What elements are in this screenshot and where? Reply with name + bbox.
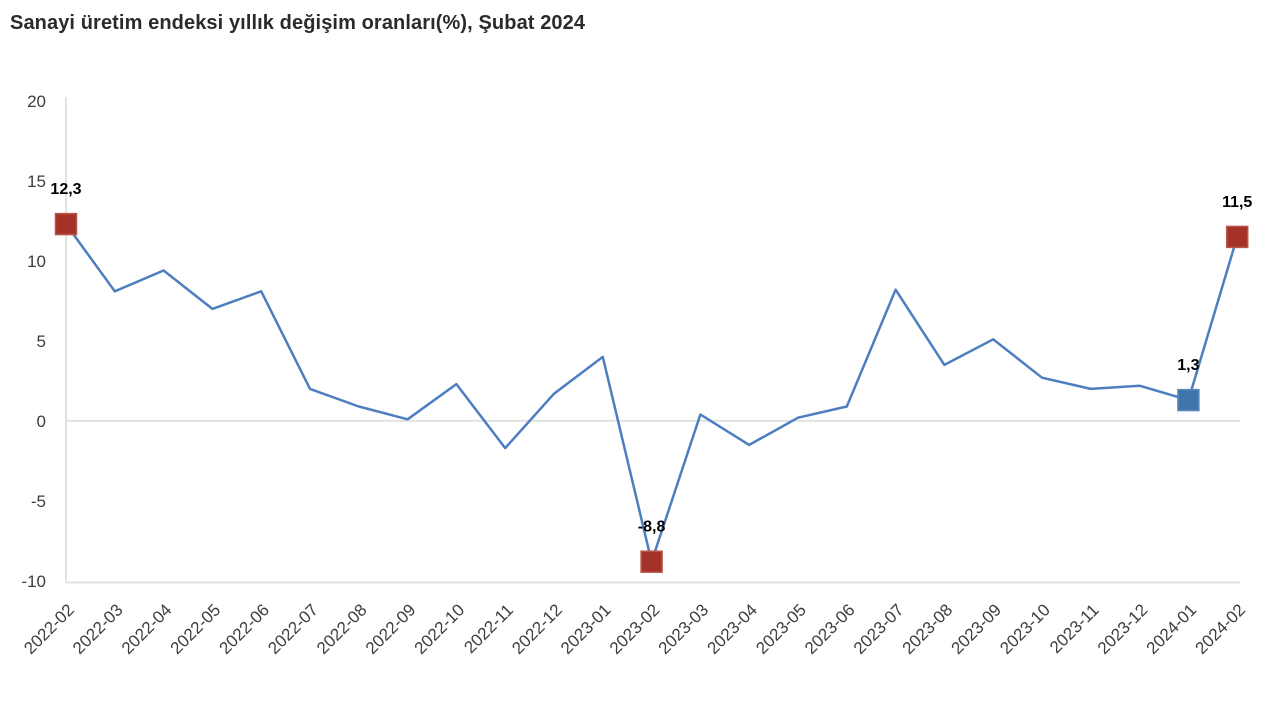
y-axis-tick-label: -10	[21, 572, 46, 591]
x-axis-tick-label: 2022-05	[167, 600, 225, 658]
data-point-marker	[1177, 388, 1200, 412]
y-axis-tick-label: -5	[31, 492, 46, 511]
data-point-label: -8,8	[638, 519, 666, 536]
y-axis-tick-label: 0	[37, 412, 46, 431]
y-axis-tick-label: 5	[37, 332, 46, 351]
x-axis-tick-label: 2023-03	[655, 600, 713, 658]
y-axis-tick-label: 20	[27, 92, 46, 111]
x-axis-tick-label: 2022-12	[508, 600, 566, 658]
x-axis-tick-label: 2022-10	[411, 600, 469, 658]
y-axis-tick-label: 15	[27, 172, 46, 191]
chart-title: Sanayi üretim endeksi yıllık değişim ora…	[10, 12, 586, 34]
x-axis-tick-label: 2023-05	[752, 600, 810, 658]
data-point-label: 12,3	[50, 181, 81, 198]
data-point-label: 1,3	[1177, 357, 1199, 374]
x-axis-tick-label: 2023-09	[947, 600, 1005, 658]
data-point-marker	[1225, 225, 1249, 249]
x-axis-tick-label: 2024-01	[1143, 600, 1201, 658]
x-axis-tick-label: 2023-02	[606, 600, 664, 658]
data-point-label: 11,5	[1222, 194, 1252, 211]
x-axis-tick-label: 2022-03	[69, 600, 127, 658]
y-axis-tick-label: 10	[27, 252, 46, 271]
data-point-marker	[54, 212, 78, 236]
x-axis-tick-label: 2022-06	[215, 600, 273, 658]
x-axis-tick-label: 2023-06	[801, 600, 859, 658]
x-axis-tick-label: 2023-01	[557, 600, 615, 658]
data-point-marker	[640, 550, 663, 573]
x-axis-tick-label: 2022-02	[20, 600, 78, 658]
x-axis-tick-label: 2024-02	[1191, 600, 1249, 658]
x-axis-tick-label: 2022-04	[118, 600, 176, 658]
x-axis-tick-label: 2022-09	[362, 600, 420, 658]
x-axis-tick-label: 2023-08	[899, 600, 957, 658]
x-axis-tick-label: 2022-07	[264, 600, 322, 658]
x-axis-tick-label: 2023-04	[703, 600, 761, 658]
x-axis-tick-label: 2022-11	[460, 600, 517, 657]
data-line	[64, 222, 1239, 563]
x-axis-tick-label: 2023-11	[1046, 600, 1103, 657]
x-axis-tick-label: 2023-07	[850, 600, 908, 658]
x-axis-tick-label: 2023-10	[996, 600, 1054, 658]
x-axis-tick-label: 2022-08	[313, 600, 371, 658]
x-axis-tick-label: 2023-12	[1094, 600, 1152, 658]
